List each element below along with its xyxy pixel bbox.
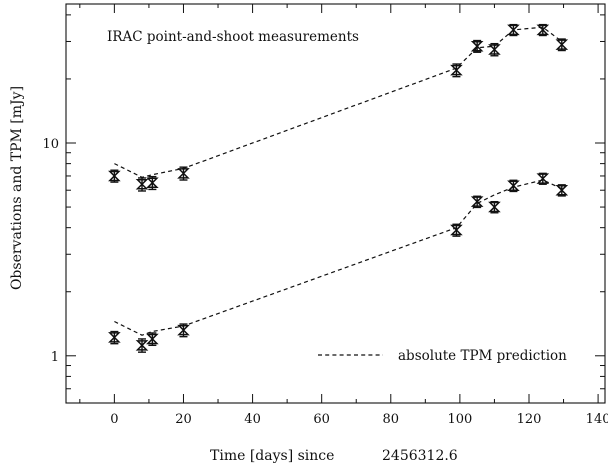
point-marker: [146, 333, 159, 345]
data-point: [177, 323, 190, 338]
x-tick-label: 120: [517, 412, 542, 427]
x-tick-label: 60: [313, 412, 330, 427]
point-marker: [488, 44, 501, 55]
model-line: [114, 179, 563, 336]
data-point: [108, 330, 121, 345]
data-point: [450, 223, 463, 237]
x-tick-label: 80: [383, 412, 400, 427]
data-point: [470, 195, 484, 209]
data-point: [470, 39, 484, 53]
plot-frame: [65, 3, 606, 404]
point-marker: [536, 24, 550, 36]
point-marker: [470, 40, 484, 52]
observation-points: [108, 23, 569, 353]
point-marker: [108, 170, 121, 182]
point-marker: [450, 224, 463, 236]
x-axis-offset: 2456312.6: [382, 448, 458, 464]
point-marker: [536, 173, 550, 184]
point-marker: [555, 184, 569, 196]
data-point: [135, 177, 149, 192]
annotation: IRAC point-and-shoot measurements: [107, 29, 359, 45]
y-tick-labels: 1 10: [42, 137, 59, 365]
data-point: [555, 184, 569, 197]
x-tick-label: 100: [447, 412, 472, 427]
x-tick-label: 0: [110, 412, 118, 427]
data-point: [536, 23, 550, 37]
point-marker: [177, 168, 190, 179]
point-marker: [177, 324, 190, 336]
point-marker: [135, 178, 149, 190]
point-marker: [507, 24, 520, 36]
data-point: [108, 169, 121, 183]
x-tick-label: 40: [244, 412, 261, 427]
data-point: [177, 166, 190, 181]
x-axis-title: Time [days] since: [210, 448, 334, 464]
x-tick-labels: 0 20 40 60 80 100 120 140: [110, 412, 608, 427]
data-point: [450, 63, 463, 78]
point-marker: [555, 39, 569, 50]
y-axis-title: Observations and TPM [mJy]: [9, 86, 25, 290]
point-marker: [450, 64, 463, 76]
data-point: [507, 179, 520, 193]
x-tick-label: 140: [586, 412, 608, 427]
model-line: [114, 26, 563, 178]
data-point: [146, 332, 159, 347]
y-tick-label: 1: [51, 350, 59, 365]
point-marker: [488, 201, 501, 213]
point-marker: [108, 332, 121, 343]
x-tick-label: 20: [175, 412, 192, 427]
data-point: [488, 42, 501, 57]
data-point: [146, 175, 159, 191]
point-marker: [146, 177, 159, 189]
y-tick-label: 10: [42, 137, 59, 152]
data-point: [507, 23, 520, 37]
point-marker: [470, 196, 484, 207]
point-marker: [507, 180, 520, 191]
legend-label: absolute TPM prediction: [398, 348, 567, 364]
axis-ticks: [66, 4, 605, 403]
data-point: [536, 172, 550, 185]
data-point: [135, 338, 149, 353]
model-curves: [114, 26, 563, 336]
data-point: [488, 200, 501, 214]
point-marker: [135, 340, 149, 351]
data-point: [555, 38, 569, 52]
